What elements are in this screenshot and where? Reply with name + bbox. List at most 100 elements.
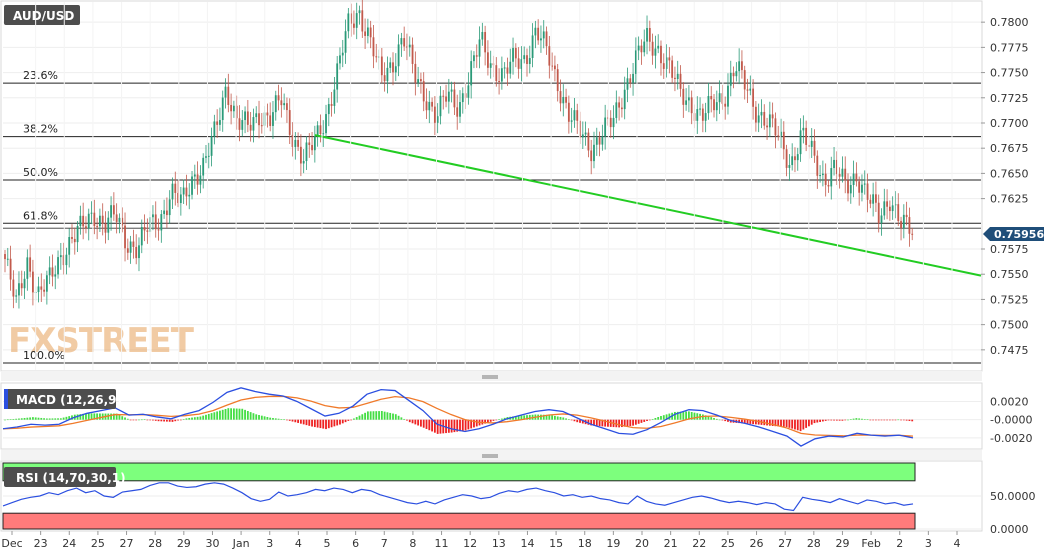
macd-histogram-bar: [417, 419, 420, 426]
macd-histogram-bar: [96, 413, 99, 420]
macd-histogram-bar: [152, 419, 154, 421]
symbol-label-bg[interactable]: [4, 5, 80, 25]
candle-body: [224, 86, 227, 98]
candle-body: [785, 149, 788, 168]
candle-body: [777, 135, 780, 137]
macd-histogram-bar: [386, 412, 389, 420]
macd-histogram-bar: [319, 419, 322, 429]
rsi-label: RSI (14,70,30,1): [16, 471, 126, 485]
macd-tick-label: 0.0020: [990, 395, 1029, 408]
candle-body: [682, 88, 685, 105]
macd-histogram-bar: [375, 411, 378, 420]
candle-body: [651, 41, 654, 56]
macd-tick-label: -0.0000: [990, 414, 1032, 427]
price-tick-label: 0.7725: [990, 92, 1029, 105]
candle-body: [517, 58, 520, 69]
macd-histogram-bar: [213, 412, 216, 420]
candle-body: [487, 52, 489, 68]
macd-histogram-bar: [45, 418, 48, 420]
macd-histogram-bar: [380, 411, 383, 420]
time-tick-label: 3: [925, 537, 932, 550]
macd-histogram-bar: [333, 419, 336, 427]
candle-body: [690, 97, 693, 114]
macd-histogram-bar: [808, 419, 810, 427]
candle-body: [313, 136, 316, 151]
candle-body: [601, 136, 604, 145]
macd-histogram-bar: [620, 419, 623, 428]
macd-histogram-bar: [168, 419, 171, 422]
candle-body: [470, 61, 473, 86]
macd-histogram-bar: [216, 411, 219, 420]
macd-histogram-bar: [414, 419, 417, 425]
time-tick-label: 27: [778, 537, 792, 550]
rsi-overbought-zone: [2, 462, 916, 482]
candle-body: [316, 125, 319, 137]
candle-body: [841, 168, 844, 177]
macd-histogram-bar: [774, 419, 777, 427]
time-tick-label: 4: [954, 537, 961, 550]
macd-histogram-bar: [517, 415, 520, 420]
macd-label-marker: [4, 389, 8, 409]
candle-body: [135, 246, 138, 259]
macd-histogram-bar: [26, 417, 29, 420]
candle-body: [905, 214, 908, 218]
macd-histogram-bar: [665, 414, 668, 420]
macd-histogram-bar: [15, 418, 18, 420]
candle-body: [657, 45, 660, 49]
candle-body: [752, 88, 755, 107]
macd-histogram-bar: [520, 415, 523, 420]
macd-histogram-bar: [110, 413, 112, 420]
candle-body: [152, 214, 154, 218]
candle-body: [520, 59, 523, 69]
candle-body: [500, 68, 503, 82]
macd-histogram-bar: [93, 413, 96, 420]
candle-body: [143, 227, 146, 231]
candle-body: [422, 81, 425, 102]
candle-body: [810, 140, 813, 147]
macd-histogram-bar: [629, 419, 632, 426]
macd-histogram-bar: [202, 415, 205, 420]
macd-histogram-bar: [325, 419, 327, 430]
price-axis: 0.7800 0.7775 0.7750 0.7725 0.7700 0.7675 0.76…: [981, 16, 1029, 357]
candle-body: [897, 204, 900, 222]
macd-histogram-bar: [570, 419, 573, 421]
symbol-label: AUD/USD: [13, 9, 74, 23]
candle-body: [138, 245, 140, 259]
candle-body: [615, 102, 618, 118]
candle-body: [855, 173, 858, 182]
candle-body: [291, 134, 294, 147]
macd-histogram-bar: [389, 412, 392, 420]
candle-body: [274, 95, 277, 113]
macd-histogram-bar: [185, 418, 188, 420]
candle-body: [112, 205, 115, 215]
candle-body: [869, 199, 872, 204]
candle-body: [459, 102, 461, 117]
candle-body: [107, 217, 110, 233]
candle-body: [238, 118, 241, 130]
candle-body: [802, 127, 805, 131]
rsi-label-bg[interactable]: [4, 467, 116, 487]
candle-body: [339, 55, 341, 64]
macd-histogram-bar: [623, 419, 626, 427]
candle-body: [727, 85, 729, 107]
candle-body: [394, 66, 397, 73]
candle-body: [774, 118, 777, 136]
macd-histogram-bar: [796, 419, 799, 431]
candle-body: [126, 248, 129, 253]
macd-histogram-bar: [715, 418, 718, 420]
macd-label-bg[interactable]: [4, 389, 116, 409]
macd-histogram-bar: [260, 415, 263, 420]
macd-histogram-bar: [171, 419, 174, 422]
candle-body: [431, 101, 433, 107]
macd-histogram-bar: [495, 419, 498, 421]
macd-histogram-bar: [676, 411, 679, 420]
macd-histogram-bar: [875, 419, 877, 421]
price-tag-bg: [983, 227, 1044, 241]
candle-body: [671, 60, 674, 78]
candle-body: [165, 210, 168, 216]
time-tick-label: 15: [549, 537, 563, 550]
macd-histogram-bar: [660, 416, 662, 420]
candle-body: [305, 142, 308, 162]
macd-histogram-bar: [771, 419, 774, 426]
candle-body: [833, 159, 835, 169]
